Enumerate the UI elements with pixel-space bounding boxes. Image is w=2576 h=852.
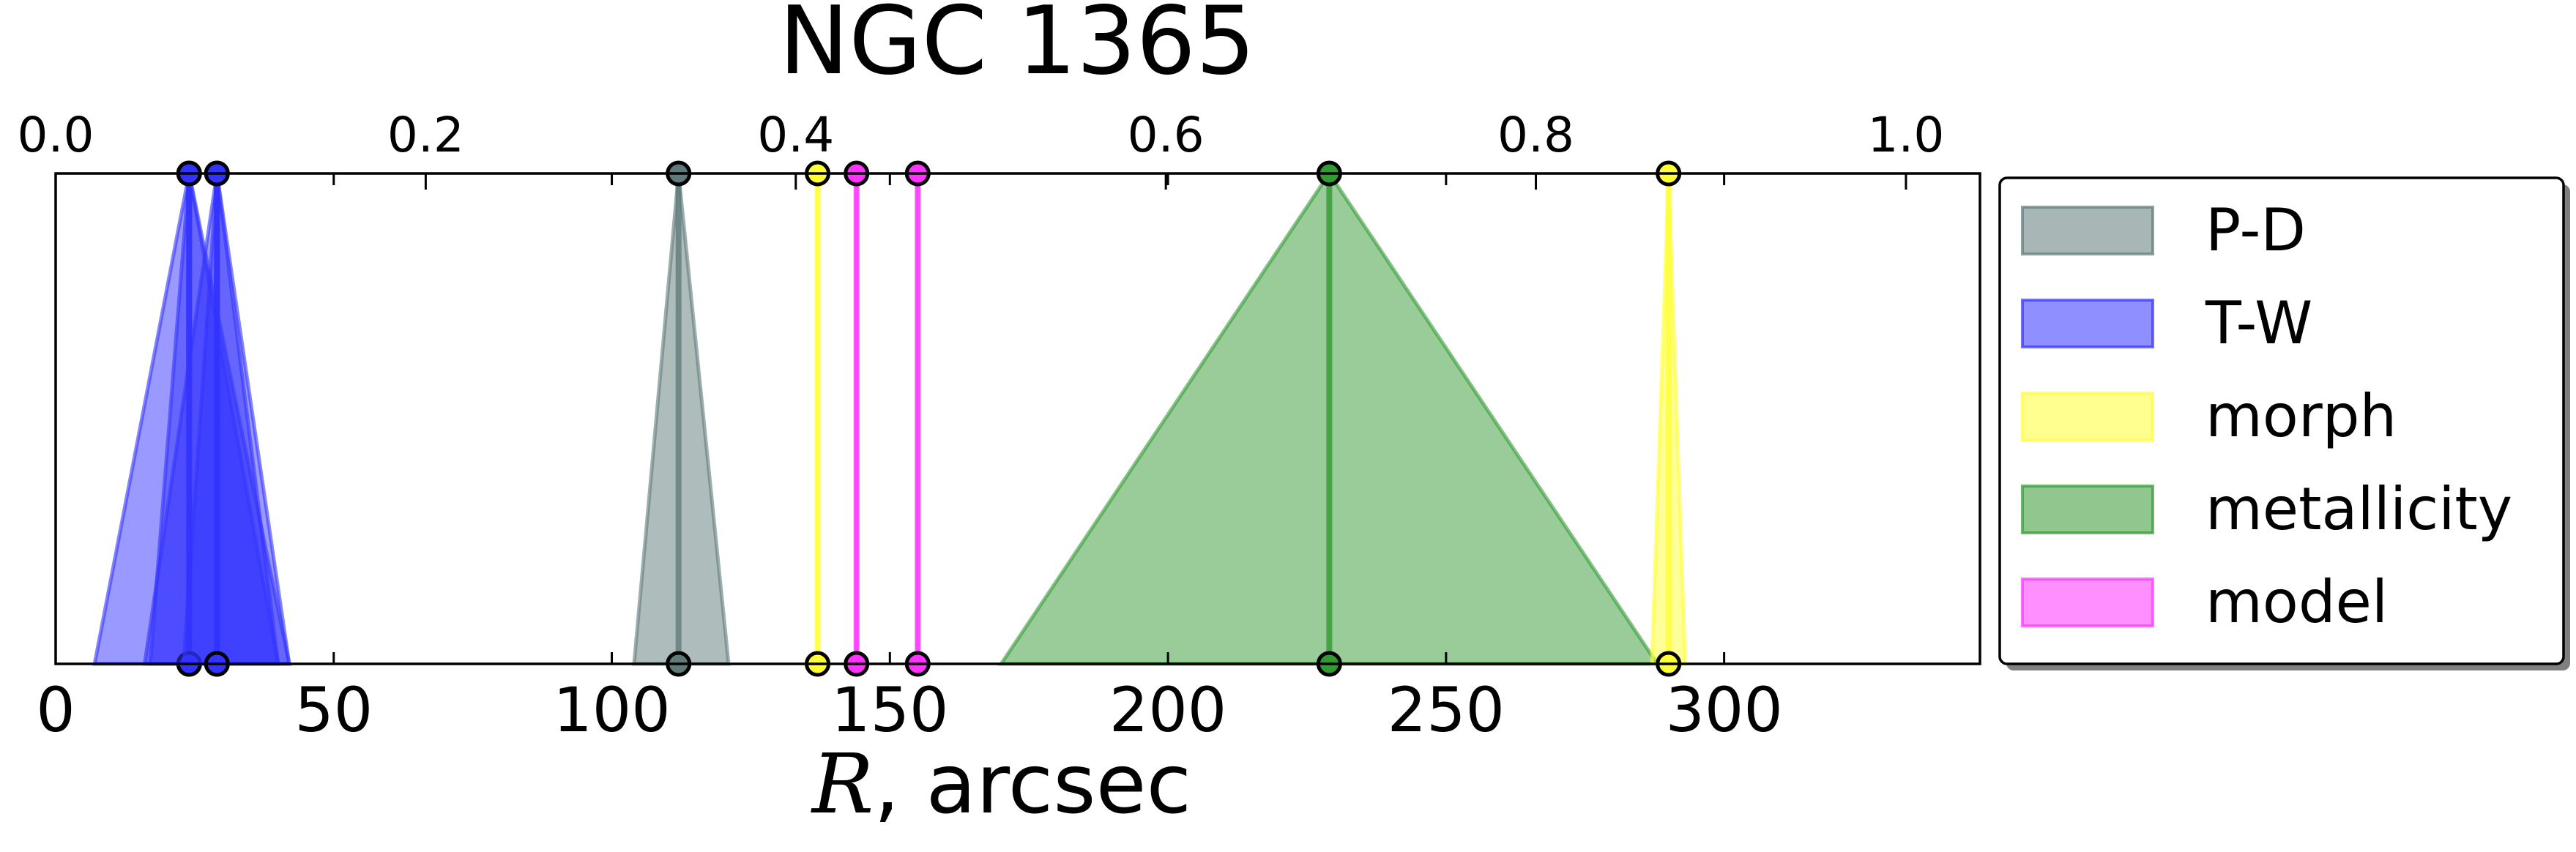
top-tick-label: 0.0 bbox=[18, 107, 94, 163]
legend-swatch-t-w bbox=[2021, 299, 2154, 348]
top-tick-label: 0.2 bbox=[387, 107, 464, 163]
plot-area bbox=[92, 160, 1688, 677]
series-morph-5 bbox=[805, 160, 831, 677]
series-model-7 bbox=[904, 160, 931, 677]
x-axis-label: R, arcsec bbox=[811, 737, 1191, 832]
legend-swatch-p-d bbox=[2021, 206, 2154, 255]
legend-swatch-model bbox=[2021, 578, 2154, 627]
plot-frame bbox=[54, 172, 1981, 665]
top-tick-label: 0.6 bbox=[1128, 107, 1205, 163]
x-tick-label: 50 bbox=[294, 674, 373, 746]
series-model-6 bbox=[844, 160, 870, 677]
x-axis-label-unit: , arcsec bbox=[874, 737, 1191, 832]
axes: 0 50 100 150 200 250 300 0.0 0.2 0.4 0.6 0.8 1.0 bbox=[18, 107, 1945, 746]
top-tick-label: 0.8 bbox=[1497, 107, 1574, 163]
series-morph-9 bbox=[1650, 160, 1688, 677]
top-tick-label: 1.0 bbox=[1867, 107, 1944, 163]
legend: P-D T-W morph metallicity model bbox=[1998, 176, 2570, 670]
legend-label-model: model bbox=[2205, 568, 2388, 636]
x-tick-label: 300 bbox=[1665, 674, 1782, 746]
series-p-d-4 bbox=[632, 160, 731, 677]
x-tick-label: 0 bbox=[36, 674, 75, 746]
x-tick-label: 150 bbox=[831, 674, 948, 746]
legend-label-p-d: P-D bbox=[2205, 196, 2306, 264]
legend-swatch-morph bbox=[2021, 392, 2154, 441]
legend-label-t-w: T-W bbox=[2205, 289, 2312, 357]
x-tick-label: 100 bbox=[553, 674, 670, 746]
chart-title: NGC 1365 bbox=[779, 0, 1256, 96]
top-tick-label: 0.4 bbox=[757, 107, 834, 163]
x-axis-label-symbol: R bbox=[811, 737, 874, 832]
x-tick-label: 200 bbox=[1109, 674, 1226, 746]
legend-label-morph: morph bbox=[2205, 382, 2397, 450]
x-tick-label: 250 bbox=[1388, 674, 1505, 746]
legend-entries: P-D T-W morph metallicity model bbox=[2021, 196, 2512, 636]
legend-swatch-metallicity bbox=[2021, 485, 2154, 534]
series-metallicity-8 bbox=[997, 160, 1661, 677]
legend-label-metallicity: metallicity bbox=[2205, 475, 2512, 543]
